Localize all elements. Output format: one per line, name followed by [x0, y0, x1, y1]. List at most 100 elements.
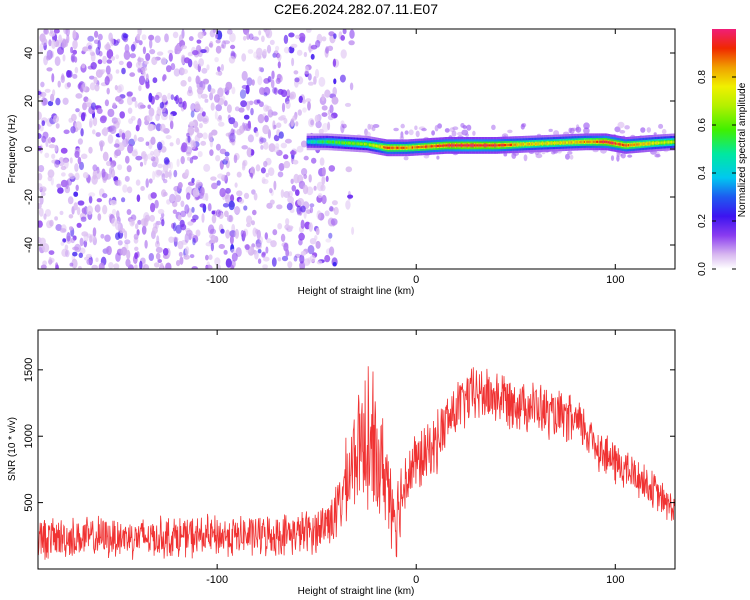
- heatmap-noise-cell: [155, 247, 163, 253]
- heatmap-noise-cell: [225, 258, 232, 268]
- heatmap-noise-cell: [215, 155, 221, 162]
- heatmap-noise-cell: [102, 55, 107, 65]
- heatmap-band-cell: [484, 144, 487, 147]
- heatmap-band-cell: [427, 145, 429, 148]
- heatmap-band-cell: [594, 140, 596, 143]
- heatmap-noise-cell: [170, 94, 174, 100]
- heatmap-noise-cell: [548, 128, 553, 132]
- heatmap-band-cell: [450, 144, 452, 147]
- heatmap-noise-cell: [276, 204, 283, 210]
- heatmap-noise-cell: [125, 258, 131, 267]
- heatmap-band-cell: [359, 142, 361, 145]
- heatmap-noise-cell: [136, 194, 141, 202]
- heatmap-noise-cell: [225, 229, 231, 239]
- heatmap-noise-cell: [177, 240, 184, 250]
- heatmap-noise-cell: [297, 210, 302, 216]
- heatmap-noise-cell: [200, 140, 207, 146]
- heatmap-noise-cell: [161, 94, 168, 103]
- heatmap-noise-cell: [289, 91, 296, 100]
- heatmap-noise-cell: [234, 228, 239, 239]
- heatmap-noise-cell: [332, 86, 338, 96]
- heatmap-noise-cell: [162, 162, 169, 173]
- heatmap-noise-cell: [145, 53, 151, 61]
- heatmap-band-cell: [457, 144, 459, 147]
- heatmap-noise-cell: [300, 205, 306, 213]
- heatmap-noise-cell: [259, 236, 264, 244]
- heatmap-noise-cell: [209, 228, 217, 235]
- heatmap-noise-cell: [295, 189, 300, 197]
- heatmap-noise-cell: [349, 29, 355, 39]
- heatmap-noise-cell: [95, 169, 102, 180]
- heatmap-band-cell: [548, 142, 550, 145]
- heatmap-noise-cell: [281, 102, 286, 113]
- heatmap-noise-cell: [224, 156, 229, 161]
- heatmap-band-cell: [489, 144, 491, 147]
- heatmap-noise-cell: [72, 49, 77, 55]
- heatmap-noise-cell: [154, 156, 159, 165]
- heatmap-noise-cell: [135, 179, 141, 186]
- snr-x-tick-label: 0: [413, 574, 419, 586]
- heatmap-noise-cell: [228, 131, 234, 141]
- heatmap-noise-cell: [292, 159, 299, 165]
- heatmap-noise-cell: [253, 192, 258, 201]
- heatmap-noise-cell: [310, 53, 315, 60]
- heatmap-band-cell: [390, 146, 392, 149]
- heatmap-band-cell: [555, 141, 557, 145]
- heatmap-noise-cell: [157, 208, 165, 215]
- heatmap-noise-cell: [345, 200, 351, 210]
- heatmap-noise-cell: [159, 102, 165, 109]
- heatmap-noise-cell: [286, 202, 293, 211]
- heatmap-band-cell: [438, 144, 440, 147]
- heatmap-noise-cell: [71, 258, 78, 269]
- heatmap-noise-cell: [225, 81, 233, 91]
- heatmap-noise-cell: [92, 227, 97, 237]
- heatmap-noise-cell: [126, 249, 131, 260]
- heatmap-noise-cell: [184, 204, 190, 214]
- heatmap-noise-cell: [96, 198, 103, 203]
- heatmap-noise-cell: [89, 50, 95, 55]
- heatmap-x-tick-label: 100: [606, 274, 624, 286]
- heatmap-band-cell: [399, 146, 402, 149]
- heatmap-noise-cell: [126, 61, 133, 69]
- heatmap-band-cell: [632, 143, 635, 146]
- heatmap-band-cell: [422, 145, 424, 148]
- heatmap-noise-cell: [168, 236, 175, 243]
- heatmap-band-cell: [624, 144, 626, 147]
- heatmap-noise-cell: [627, 154, 633, 158]
- heatmap-noise-cell: [217, 264, 221, 269]
- heatmap-band-cell: [327, 140, 329, 143]
- heatmap-noise-cell: [300, 140, 308, 148]
- heatmap-band-cell: [377, 145, 379, 148]
- heatmap-noise-cell: [53, 115, 59, 123]
- heatmap-noise-cell: [348, 40, 355, 46]
- heatmap-band-cell: [587, 140, 589, 143]
- heatmap-noise-cell: [267, 76, 272, 83]
- heatmap-noise-cell: [466, 124, 472, 131]
- heatmap-band-cell: [425, 145, 427, 148]
- heatmap-noise-cell: [284, 138, 292, 144]
- heatmap-noise-cell: [88, 195, 93, 204]
- heatmap-noise-cell: [137, 102, 144, 110]
- heatmap-noise-cell: [288, 46, 295, 54]
- heatmap-noise-cell: [194, 126, 199, 133]
- heatmap-noise-cell: [117, 164, 123, 171]
- heatmap-noise-cell: [268, 143, 276, 153]
- heatmap-band-cell: [671, 141, 673, 144]
- heatmap-noise-cell: [230, 248, 236, 254]
- heatmap-noise-cell: [575, 126, 582, 133]
- heatmap-noise-cell: [135, 155, 143, 161]
- heatmap-noise-cell: [44, 88, 51, 93]
- heatmap-noise-cell: [452, 126, 459, 131]
- heatmap-noise-cell: [89, 118, 93, 128]
- heatmap-band-cell: [527, 143, 530, 146]
- heatmap-noise-cell: [51, 73, 55, 83]
- heatmap-noise-cell: [302, 99, 306, 104]
- heatmap-noise-cell: [152, 170, 156, 181]
- heatmap-band-cell: [312, 140, 315, 143]
- heatmap-noise-cell: [80, 112, 86, 122]
- heatmap-noise-cell: [135, 223, 139, 230]
- heatmap-marks: [38, 29, 675, 269]
- heatmap-noise-cell: [120, 246, 128, 256]
- heatmap-noise-cell: [141, 225, 147, 235]
- heatmap-noise-cell: [72, 251, 78, 257]
